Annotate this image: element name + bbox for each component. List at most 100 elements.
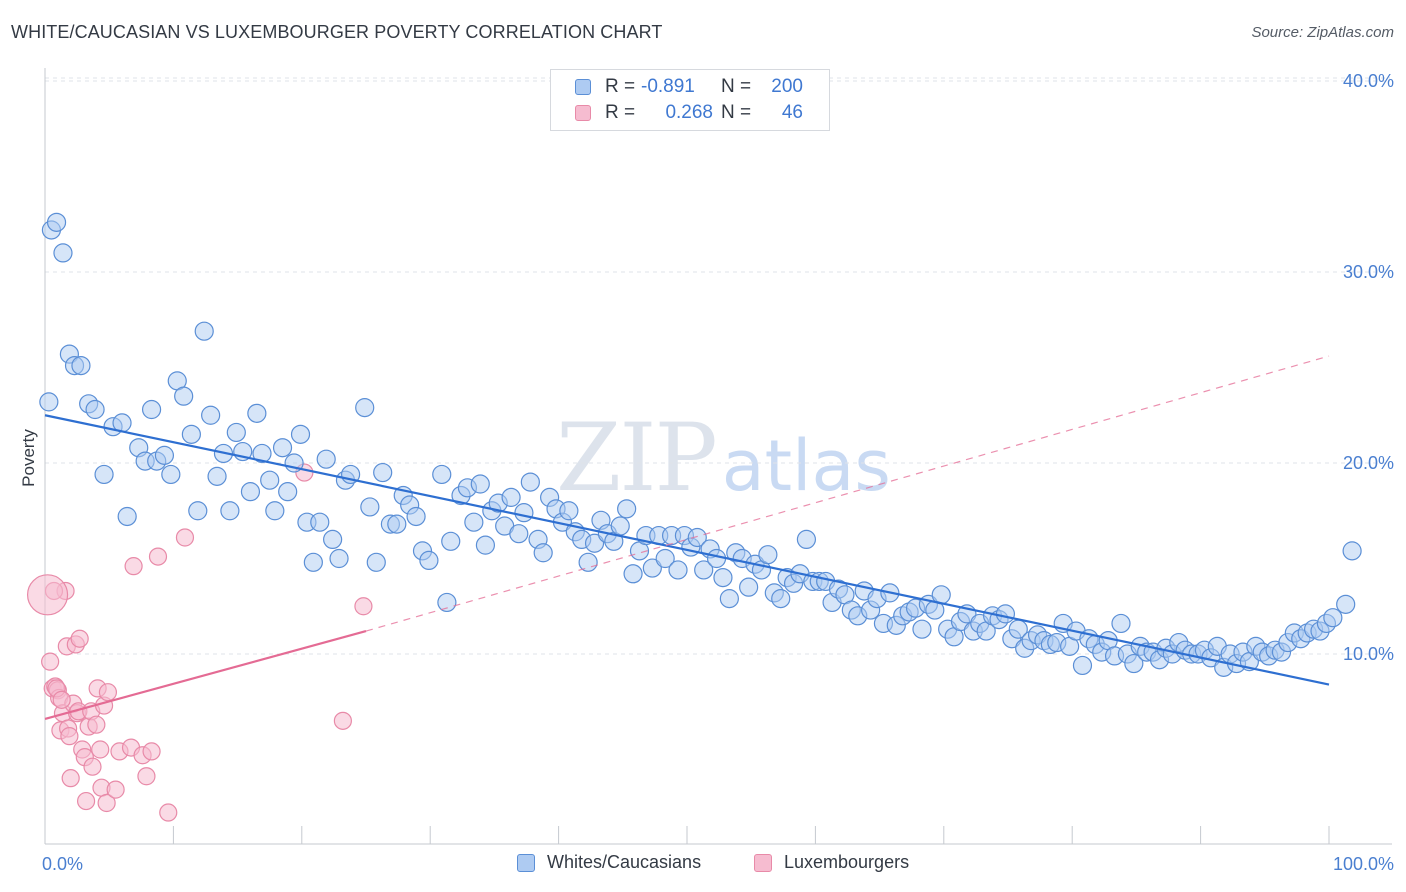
data-point-white-caucasian — [584, 533, 605, 553]
data-point-white-caucasian — [796, 529, 817, 550]
source-label: Source: ZipAtlas.com — [1251, 24, 1394, 41]
data-point-luxembourger — [60, 727, 79, 746]
data-point-white-caucasian — [46, 212, 67, 232]
data-point-white-caucasian — [220, 501, 240, 521]
data-point-luxembourger — [87, 715, 106, 734]
data-point-white-caucasian — [559, 501, 579, 521]
legend-swatch-whites — [517, 853, 535, 872]
data-point-white-caucasian — [995, 604, 1016, 624]
data-point-luxembourger — [70, 629, 89, 648]
data-point-white-caucasian — [207, 466, 227, 486]
data-point-white-caucasian — [247, 403, 267, 423]
legend-row-luxembourgers: R = 0.268 N = 46 — [575, 101, 803, 125]
correlation-legend: R = -0.891 N = 200 R = 0.268 N = 46 — [550, 69, 830, 131]
data-point-white-caucasian — [265, 501, 285, 521]
data-point-white-caucasian — [533, 543, 553, 563]
data-point-white-caucasian — [226, 422, 246, 443]
data-point-luxembourger — [98, 683, 118, 702]
data-point-luxembourger — [52, 690, 71, 709]
data-point-white-caucasian — [290, 424, 311, 444]
data-point-white-caucasian — [501, 487, 521, 507]
legend-n-value: 46 — [781, 102, 803, 123]
data-point-white-caucasian — [323, 529, 343, 550]
data-point-white-caucasian — [694, 560, 714, 580]
data-point-white-caucasian — [303, 552, 323, 572]
trend-lines — [44, 355, 1330, 721]
data-point-white-caucasian — [316, 449, 336, 469]
data-point-white-caucasian — [406, 506, 426, 527]
data-point-white-caucasian — [470, 474, 490, 494]
data-point-luxembourger — [148, 547, 168, 566]
y-axis-label: Poverty — [19, 429, 38, 487]
data-point-white-caucasian — [719, 589, 739, 609]
data-point-white-caucasian — [687, 527, 707, 548]
data-point-white-caucasian — [355, 398, 375, 418]
data-point-white-caucasian — [432, 464, 452, 485]
luxembourger-points — [26, 463, 373, 822]
data-point-white-caucasian — [39, 392, 59, 412]
tick-labels: 10.0% 20.0% 30.0% 40.0% 0.0% 100.0% — [42, 71, 1394, 874]
watermark-atlas: atlas — [721, 425, 891, 507]
data-point-white-caucasian — [329, 548, 349, 569]
data-point-luxembourger — [137, 767, 156, 786]
data-point-white-caucasian — [668, 560, 688, 580]
data-point-white-caucasian — [520, 472, 540, 492]
data-point-luxembourger — [91, 740, 110, 759]
data-point-white-caucasian — [174, 386, 194, 406]
legend-swatch-luxembourgers — [754, 853, 772, 872]
data-point-white-caucasian — [1342, 541, 1362, 561]
data-point-white-caucasian — [1323, 608, 1343, 628]
data-point-white-caucasian — [514, 503, 534, 523]
data-point-white-caucasian — [117, 506, 137, 527]
data-point-white-caucasian — [272, 438, 293, 458]
data-point-white-caucasian — [181, 424, 201, 444]
data-point-white-caucasian — [260, 470, 280, 490]
data-point-luxembourger — [124, 557, 143, 576]
legend-r-value: -0.891 — [641, 76, 695, 97]
data-point-white-caucasian — [419, 550, 439, 571]
data-point-white-caucasian — [464, 512, 484, 532]
data-point-white-caucasian — [310, 512, 330, 532]
chart-title: WHITE/CAUCASIAN VS LUXEMBOURGER POVERTY … — [11, 22, 663, 42]
data-point-white-caucasian — [441, 531, 461, 551]
data-point-white-caucasian — [94, 464, 114, 485]
white-caucasian-points — [39, 212, 1362, 677]
data-point-white-caucasian — [252, 443, 272, 464]
data-point-white-caucasian — [623, 564, 643, 584]
data-point-white-caucasian — [71, 355, 91, 376]
data-point-white-caucasian — [475, 535, 496, 555]
data-point-luxembourger — [83, 757, 102, 776]
data-point-luxembourger — [333, 711, 352, 730]
legend-r-label: R = — [605, 102, 636, 123]
data-point-white-caucasian — [194, 321, 214, 341]
data-point-luxembourger — [41, 652, 60, 671]
data-point-white-caucasian — [161, 464, 181, 485]
x-tick-label: 0.0% — [42, 854, 83, 874]
data-point-white-caucasian — [912, 619, 932, 639]
legend-swatch-luxembourgers — [575, 105, 591, 121]
data-point-luxembourger — [76, 791, 96, 811]
data-point-luxembourger — [106, 780, 125, 799]
legend-item-whites[interactable]: Whites/Caucasians — [517, 852, 701, 873]
y-tick-label: 30.0% — [1343, 262, 1394, 282]
trend-line-whites — [44, 414, 1330, 686]
trend-line-luxembourgers — [44, 630, 367, 721]
legend-swatch-whites — [575, 79, 591, 95]
data-point-luxembourger — [159, 803, 178, 822]
y-tick-label: 20.0% — [1343, 453, 1394, 473]
data-point-white-caucasian — [373, 462, 393, 483]
data-point-white-caucasian — [610, 516, 630, 536]
data-point-luxembourger — [97, 793, 116, 813]
data-point-white-caucasian — [739, 577, 759, 597]
data-point-white-caucasian — [1072, 655, 1093, 676]
data-point-white-caucasian — [437, 592, 457, 613]
legend-r-label: R = — [605, 76, 636, 97]
data-point-white-caucasian — [655, 548, 675, 569]
legend-item-luxembourgers[interactable]: Luxembourgers — [754, 852, 909, 873]
data-point-white-caucasian — [188, 501, 208, 521]
legend-n-label: N = — [721, 76, 752, 97]
data-point-white-caucasian — [360, 497, 380, 517]
data-point-white-caucasian — [201, 405, 221, 425]
data-point-white-caucasian — [53, 243, 73, 263]
